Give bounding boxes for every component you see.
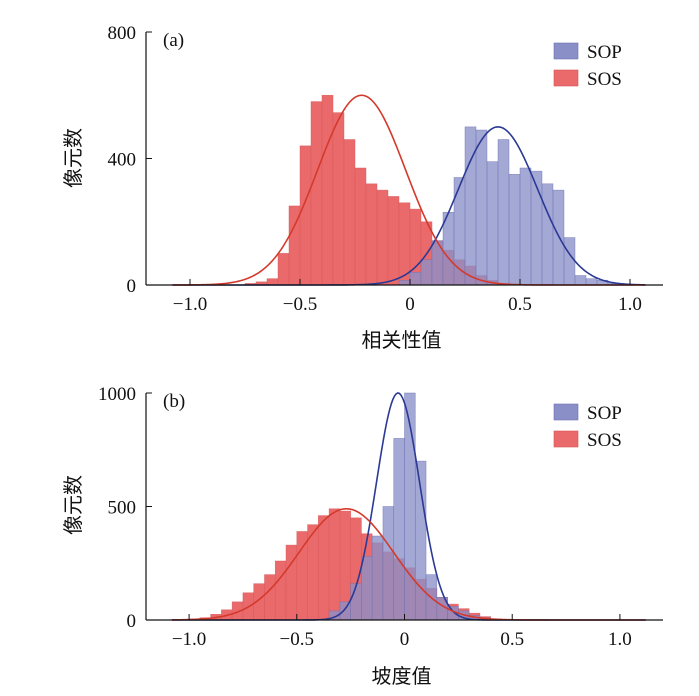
bar-sop-8 bbox=[486, 161, 499, 286]
legend-swatch-sos bbox=[553, 69, 579, 87]
x-tick-label: 0.5 bbox=[500, 629, 524, 650]
bar-sos-11 bbox=[365, 183, 378, 286]
bar-sop-14 bbox=[552, 189, 565, 286]
y-tick-label: 500 bbox=[108, 498, 137, 519]
y-tick-label: 0 bbox=[127, 611, 137, 632]
bar-sos-7 bbox=[321, 94, 334, 286]
legend-label-sop: SOP bbox=[587, 403, 622, 424]
bar-sop-6 bbox=[464, 126, 477, 286]
bar-sop-16 bbox=[574, 275, 587, 286]
bar-sos-3 bbox=[277, 253, 290, 286]
y-tick-label: 800 bbox=[108, 23, 137, 44]
bar-sop-2 bbox=[350, 583, 362, 621]
legend-label-sop: SOP bbox=[587, 42, 622, 63]
bar-sop-4 bbox=[371, 535, 384, 621]
bar-sos-5 bbox=[299, 145, 312, 286]
x-tick-label: 1.0 bbox=[608, 629, 632, 650]
x-tick-label: −1.0 bbox=[172, 629, 206, 650]
x-tick-label: −0.5 bbox=[283, 294, 317, 315]
bar-sop-3 bbox=[361, 556, 373, 621]
bar-sos-13 bbox=[387, 196, 400, 286]
bar-sop-13 bbox=[541, 183, 554, 286]
bar-sop-7 bbox=[475, 129, 488, 286]
bar-sop-17 bbox=[585, 278, 598, 286]
bar-sos-9 bbox=[343, 139, 356, 286]
panel-label: (a) bbox=[163, 30, 184, 51]
bar-sos-2 bbox=[266, 278, 279, 286]
series-sop-bars bbox=[398, 126, 620, 286]
bar-sos-7 bbox=[264, 574, 276, 621]
bar-sos-10 bbox=[354, 167, 367, 286]
bar-sop-9 bbox=[497, 139, 510, 286]
legend-swatch-sos bbox=[553, 430, 579, 448]
legend: SOP SOS bbox=[553, 42, 622, 90]
x-tick-label: −0.5 bbox=[280, 629, 314, 650]
x-tick-label: 0 bbox=[400, 629, 410, 650]
x-tick-label: 0 bbox=[405, 294, 415, 315]
x-tick-label: −1.0 bbox=[173, 294, 207, 315]
bar-sos-12 bbox=[376, 189, 389, 286]
y-axis-title: 像元数 bbox=[61, 475, 85, 535]
bar-sop-15 bbox=[563, 237, 576, 286]
bar-sos-8 bbox=[274, 560, 287, 621]
bar-sop-5 bbox=[382, 506, 395, 621]
y-tick-label: 0 bbox=[127, 276, 137, 297]
bar-sop-2 bbox=[420, 259, 433, 286]
x-tick-label: 1.0 bbox=[618, 294, 642, 315]
y-tick-label: 1000 bbox=[98, 384, 136, 405]
bar-sos-6 bbox=[310, 101, 323, 286]
y-axis-title: 像元数 bbox=[61, 128, 85, 188]
legend-label-sos: SOS bbox=[587, 430, 622, 451]
bar-sos-9 bbox=[285, 544, 298, 621]
bar-sop-1 bbox=[409, 272, 422, 286]
series-sop-bars bbox=[328, 392, 491, 621]
bar-sop-4 bbox=[442, 211, 455, 286]
legend-swatch-sop bbox=[553, 403, 579, 421]
bar-sop-11 bbox=[519, 167, 532, 286]
x-axis-title: 相关性值 bbox=[362, 328, 442, 352]
bar-sos-12 bbox=[318, 515, 330, 621]
panel-a-histogram: −1.0 −0.5 0 0.5 1.0 0 400 800 (a) 相关性值 像元数 SOP SOS bbox=[61, 23, 663, 352]
bar-sop-0 bbox=[398, 279, 411, 286]
legend-swatch-sop bbox=[553, 42, 579, 60]
panel-label: (b) bbox=[163, 391, 185, 412]
legend: SOP SOS bbox=[553, 403, 622, 451]
panel-b-histogram: −1.0 −0.5 0 0.5 1.0 0 500 1000 (b) 坡度值 像元数 SOP SOS bbox=[61, 384, 663, 688]
bar-sop-1 bbox=[339, 601, 351, 621]
bar-sos-8 bbox=[332, 112, 345, 286]
x-tick-label: 0.5 bbox=[508, 294, 532, 315]
bar-sos-10 bbox=[296, 531, 308, 621]
legend-label-sos: SOS bbox=[587, 69, 622, 90]
bar-sop-10 bbox=[508, 174, 521, 286]
y-tick-label: 400 bbox=[108, 150, 137, 171]
x-axis-title: 坡度值 bbox=[372, 664, 432, 688]
bar-sos-13 bbox=[328, 508, 341, 621]
bar-sop-6 bbox=[393, 438, 405, 621]
